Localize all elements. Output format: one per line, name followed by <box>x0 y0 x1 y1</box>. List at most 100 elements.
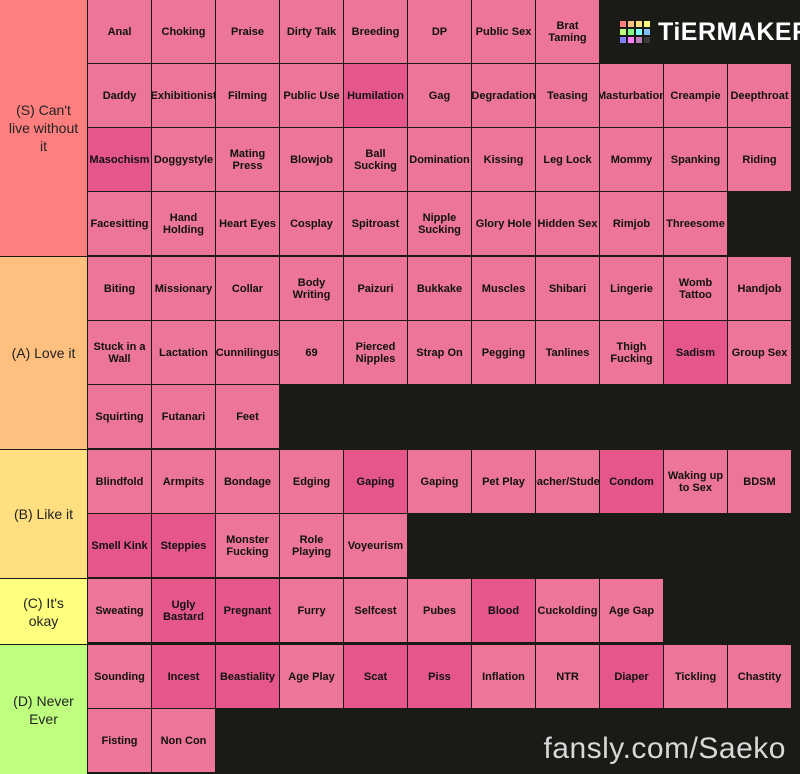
tier-item[interactable]: Anal <box>88 0 151 63</box>
tier-item[interactable]: Public Sex <box>472 0 535 63</box>
tier-item[interactable]: Role Playing <box>280 514 343 577</box>
tier-item[interactable]: Bondage <box>216 450 279 513</box>
tier-item[interactable]: Mommy <box>600 128 663 191</box>
tier-item[interactable]: Sweating <box>88 579 151 642</box>
tier-item[interactable]: Age Play <box>280 645 343 708</box>
tier-item[interactable]: Masochism <box>88 128 151 191</box>
tier-item[interactable]: Tickling <box>664 645 727 708</box>
tier-item[interactable]: Pregnant <box>216 579 279 642</box>
tier-item[interactable]: Rimjob <box>600 192 663 255</box>
tier-item[interactable]: Sadism <box>664 321 727 384</box>
tier-item[interactable]: Group Sex <box>728 321 791 384</box>
tier-item[interactable]: Stuck in a Wall <box>88 321 151 384</box>
tier-item[interactable]: DP <box>408 0 471 63</box>
tier-item[interactable]: Futanari <box>152 385 215 448</box>
tier-item[interactable]: Glory Hole <box>472 192 535 255</box>
tier-label[interactable]: (D) Never Ever <box>0 645 87 774</box>
tier-item[interactable]: Gaping <box>344 450 407 513</box>
tier-item[interactable]: Threesome <box>664 192 727 255</box>
tier-item[interactable]: Diaper <box>600 645 663 708</box>
tier-item[interactable]: Doggystyle <box>152 128 215 191</box>
tier-item[interactable]: Shibari <box>536 257 599 320</box>
tier-item[interactable]: Masturbation <box>600 64 663 127</box>
tier-item[interactable]: Feet <box>216 385 279 448</box>
tier-item[interactable]: Brat Taming <box>536 0 599 63</box>
tier-item[interactable]: Scat <box>344 645 407 708</box>
tier-item[interactable]: Nipple Sucking <box>408 192 471 255</box>
tier-item[interactable]: Spitroast <box>344 192 407 255</box>
tier-item[interactable]: Inflation <box>472 645 535 708</box>
tier-item[interactable]: Heart Eyes <box>216 192 279 255</box>
tier-item[interactable]: Pet Play <box>472 450 535 513</box>
tier-item[interactable]: Riding <box>728 128 791 191</box>
tier-item[interactable]: Tanlines <box>536 321 599 384</box>
tier-item[interactable]: Piss <box>408 645 471 708</box>
tier-item[interactable]: Strap On <box>408 321 471 384</box>
tier-item[interactable]: Beastiality <box>216 645 279 708</box>
tier-item[interactable]: Bukkake <box>408 257 471 320</box>
tier-item[interactable]: Furry <box>280 579 343 642</box>
tier-item[interactable]: Edging <box>280 450 343 513</box>
tier-item[interactable]: Handjob <box>728 257 791 320</box>
tier-item[interactable]: Domination <box>408 128 471 191</box>
tier-item[interactable]: Age Gap <box>600 579 663 642</box>
tier-item[interactable]: Teasing <box>536 64 599 127</box>
tier-item[interactable]: Selfcest <box>344 579 407 642</box>
tier-item[interactable]: Ball Sucking <box>344 128 407 191</box>
tier-item[interactable]: Biting <box>88 257 151 320</box>
tier-item[interactable]: BDSM <box>728 450 791 513</box>
tier-item[interactable]: Pegging <box>472 321 535 384</box>
tier-item[interactable]: Steppies <box>152 514 215 577</box>
tier-item[interactable]: Muscles <box>472 257 535 320</box>
tier-item[interactable]: Filming <box>216 64 279 127</box>
tier-label[interactable]: (B) Like it <box>0 450 87 578</box>
tier-item[interactable]: Ugly Bastard <box>152 579 215 642</box>
tier-item[interactable]: Smell Kink <box>88 514 151 577</box>
tier-item[interactable]: Blowjob <box>280 128 343 191</box>
tier-item[interactable]: Waking up to Sex <box>664 450 727 513</box>
tier-item[interactable]: Sounding <box>88 645 151 708</box>
tier-item[interactable]: NTR <box>536 645 599 708</box>
tier-item[interactable]: 69 <box>280 321 343 384</box>
tier-item[interactable]: Chastity <box>728 645 791 708</box>
tier-item[interactable]: Exhibitionist <box>152 64 215 127</box>
tier-item[interactable]: Paizuri <box>344 257 407 320</box>
tier-item[interactable]: Cunnilingus <box>216 321 279 384</box>
tier-item[interactable]: Non Con <box>152 709 215 772</box>
tier-item[interactable]: Cuckolding <box>536 579 599 642</box>
tier-item[interactable]: Breeding <box>344 0 407 63</box>
tier-item[interactable]: Gaping <box>408 450 471 513</box>
tier-label[interactable]: (C) It's okay <box>0 579 87 644</box>
tier-label[interactable]: (S) Can't live without it <box>0 0 87 256</box>
tier-item[interactable]: Thigh Fucking <box>600 321 663 384</box>
tier-item[interactable]: Body Writing <box>280 257 343 320</box>
tier-item[interactable]: Monster Fucking <box>216 514 279 577</box>
tier-item[interactable]: Pubes <box>408 579 471 642</box>
tier-label[interactable]: (A) Love it <box>0 257 87 449</box>
tier-item[interactable]: Condom <box>600 450 663 513</box>
tier-item[interactable]: Humilation <box>344 64 407 127</box>
tier-item[interactable]: Blindfold <box>88 450 151 513</box>
tier-item[interactable]: Womb Tattoo <box>664 257 727 320</box>
tier-item[interactable]: Gag <box>408 64 471 127</box>
tier-item[interactable]: Fisting <box>88 709 151 772</box>
tier-item[interactable]: Voyeurism <box>344 514 407 577</box>
tier-item[interactable]: Squirting <box>88 385 151 448</box>
tier-item[interactable]: Hidden Sex <box>536 192 599 255</box>
tier-item[interactable]: Deepthroat <box>728 64 791 127</box>
tier-item[interactable]: Incest <box>152 645 215 708</box>
tier-item[interactable]: Lactation <box>152 321 215 384</box>
tier-item[interactable]: Collar <box>216 257 279 320</box>
tier-item[interactable]: Praise <box>216 0 279 63</box>
tier-item[interactable]: Daddy <box>88 64 151 127</box>
tier-item[interactable]: Public Use <box>280 64 343 127</box>
tier-item[interactable]: Missionary <box>152 257 215 320</box>
tier-item[interactable]: Cosplay <box>280 192 343 255</box>
tier-item[interactable]: Hand Holding <box>152 192 215 255</box>
tier-item[interactable]: Blood <box>472 579 535 642</box>
tier-item[interactable]: Teacher/Student <box>536 450 599 513</box>
tier-item[interactable]: Choking <box>152 0 215 63</box>
tier-item[interactable]: Lingerie <box>600 257 663 320</box>
tier-item[interactable]: Spanking <box>664 128 727 191</box>
tier-item[interactable]: Kissing <box>472 128 535 191</box>
